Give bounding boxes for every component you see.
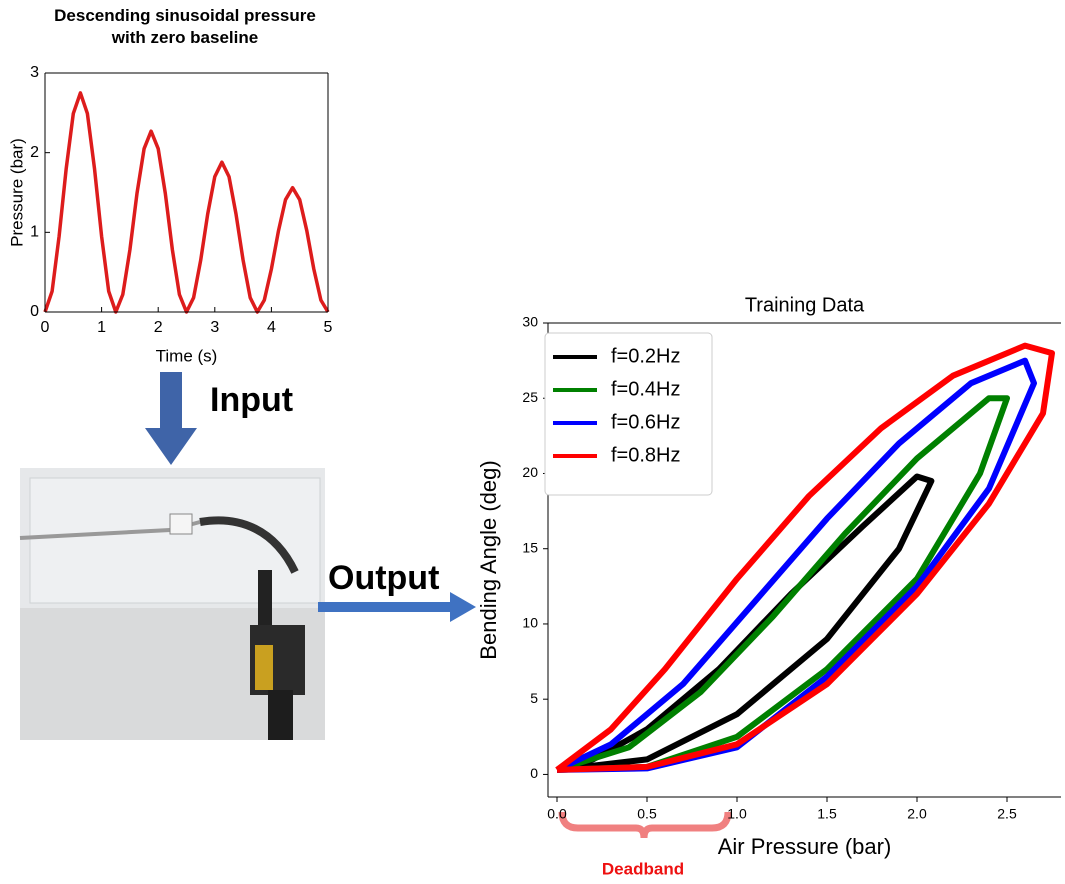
data-line — [43, 91, 330, 314]
y-tick-label: 25 — [522, 389, 538, 405]
y-tick-label: 15 — [522, 539, 538, 555]
x-tick-label: 0.0 — [547, 806, 567, 822]
y-tick-label: 10 — [522, 615, 538, 631]
chart-title: Training Data — [745, 294, 865, 316]
legend-label: f=0.6Hz — [611, 411, 680, 433]
y-tick-label: 3 — [30, 64, 39, 81]
x-tick-label: 5 — [324, 319, 333, 336]
legend-label: f=0.8Hz — [611, 444, 680, 466]
y-tick-label: 0 — [30, 303, 39, 320]
y-axis-label: Pressure (bar) — [7, 138, 26, 247]
legend-label: f=0.2Hz — [611, 345, 680, 367]
data-line — [555, 342, 1055, 773]
output-label: Output — [328, 559, 439, 597]
y-tick-label: 20 — [522, 464, 538, 480]
output-arrow — [318, 592, 476, 622]
x-tick-label: 2.0 — [907, 806, 927, 822]
legend-label: f=0.4Hz — [611, 378, 680, 400]
x-tick-label: 2.5 — [997, 806, 1017, 822]
photo — [19, 468, 325, 740]
y-tick-label: 0 — [530, 765, 538, 781]
deadband-label: Deadband — [602, 859, 684, 878]
x-axis-label: Air Pressure (bar) — [718, 834, 892, 859]
input-arrow — [145, 372, 197, 465]
deadband-bracket — [558, 811, 732, 839]
y-tick-label: 30 — [522, 314, 538, 330]
x-tick-label: 3 — [210, 319, 219, 336]
x-tick-label: 1 — [97, 319, 106, 336]
x-tick-label: 2 — [154, 319, 163, 336]
data-line — [556, 473, 935, 773]
x-axis-label: Time (s) — [156, 346, 218, 365]
x-tick-label: 4 — [267, 319, 276, 336]
y-tick-label: 5 — [530, 690, 538, 706]
y-axis-label: Bending Angle (deg) — [476, 460, 501, 659]
x-tick-label: 0.5 — [637, 806, 657, 822]
y-tick-label: 1 — [30, 224, 39, 241]
x-tick-label: 1.0 — [727, 806, 747, 822]
data-line — [556, 395, 1010, 773]
chart-title: Descending sinusoidal pressure with zero… — [54, 6, 316, 47]
x-tick-label: 0 — [41, 319, 50, 336]
x-tick-label: 1.5 — [817, 806, 837, 822]
input-label: Input — [210, 381, 293, 419]
y-tick-label: 2 — [30, 144, 39, 161]
